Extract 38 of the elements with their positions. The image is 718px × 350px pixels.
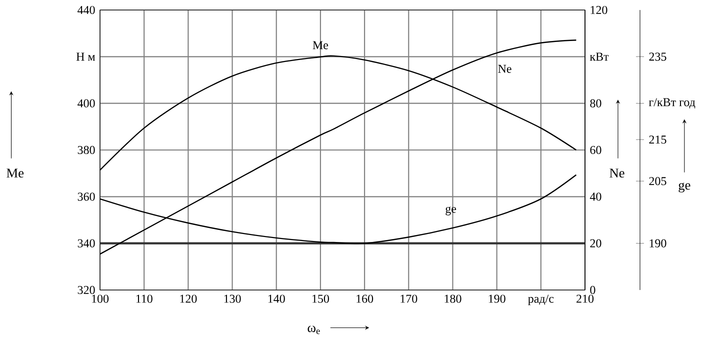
y2-tick-label: кВт [590, 52, 609, 61]
y-tick-label: 320 [78, 286, 95, 294]
x-tick-label: 160 [356, 294, 374, 303]
x-tick-label: 140 [268, 294, 285, 303]
series-label: ge [446, 206, 456, 216]
y3-tick-label: 190 [650, 239, 666, 248]
y-tick-label: 380 [78, 146, 95, 154]
y3-tick-label: 235 [649, 52, 666, 61]
x-tick-label: 110 [136, 294, 152, 303]
x-tick-label: 180 [444, 294, 462, 303]
x-tick-label: 210 [576, 294, 594, 303]
y2-tick-label: 40 [590, 192, 602, 201]
y3-axis-title: ge [678, 182, 690, 192]
y2-tick-label: 60 [590, 146, 602, 154]
y2-tick-label: 20 [590, 239, 602, 248]
y-tick-label: 400 [78, 99, 95, 108]
x-tick-label: 190 [488, 294, 506, 303]
x-tick-label: рад/с [528, 294, 554, 306]
x-tick-label: 130 [224, 294, 241, 303]
series-label: Me [312, 41, 328, 50]
x-axis-title: ω$_{e}$ [308, 326, 320, 334]
y-tick-label: 340 [78, 239, 95, 248]
x-tick-label: 100 [92, 294, 109, 303]
y2-axis-title: Ne [610, 168, 624, 178]
y2-tick-label: 80 [590, 99, 602, 108]
y-tick-label: 440 [78, 6, 95, 14]
y-tick-label: Н м [76, 52, 96, 61]
y2-tick-label: 120 [590, 6, 608, 14]
x-tick-label: 150 [312, 294, 329, 303]
x-tick-label: 170 [400, 294, 418, 303]
y-axis-title: Me [6, 168, 24, 178]
y-tick-label: 360 [78, 192, 95, 201]
y3-tick-label: 205 [649, 177, 666, 186]
y3-tick-label: 215 [649, 136, 666, 144]
y2-tick-label: 0 [590, 286, 596, 294]
y3-tick-label: г/кВт год [648, 98, 696, 108]
x-tick-label: 120 [180, 294, 197, 303]
series-label: Ne [498, 64, 512, 73]
